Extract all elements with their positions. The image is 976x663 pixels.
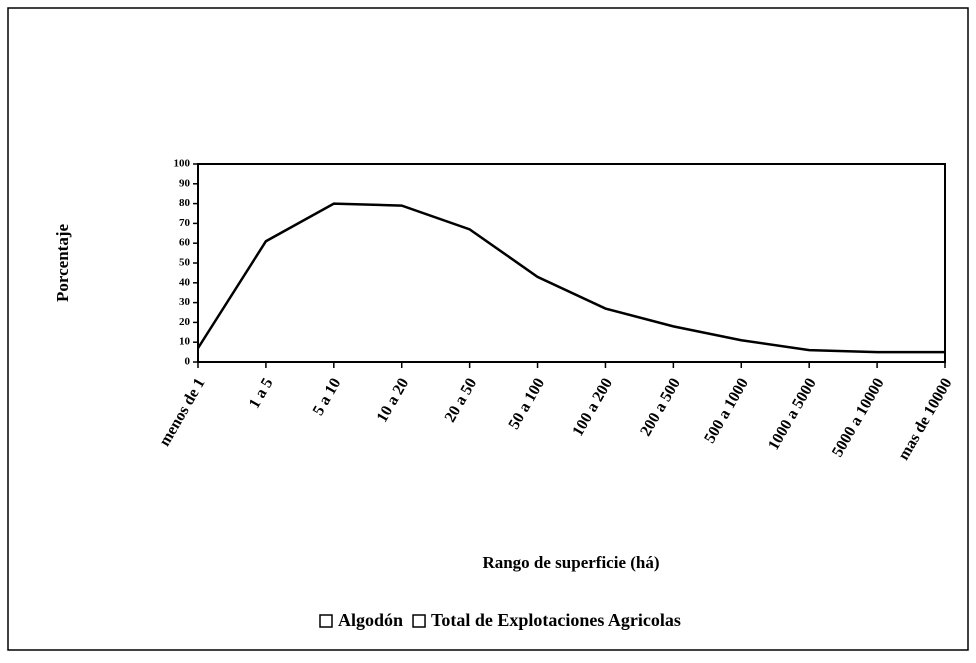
legend-swatch <box>319 614 333 628</box>
legend-label: Total de Explotaciones Agricolas <box>431 610 681 630</box>
y-tick-label: 80 <box>179 197 191 209</box>
legend: Algodón Total de Explotaciones Agricolas <box>319 610 681 630</box>
y-tick-label: 20 <box>179 316 191 328</box>
y-tick-label: 90 <box>179 177 191 189</box>
y-axis-title: Porcentaje <box>53 224 72 302</box>
x-axis-title: Rango de superficie (há) <box>482 553 659 572</box>
legend-label: Algodón <box>338 610 403 630</box>
y-tick-label: 0 <box>185 356 191 368</box>
y-tick-label: 10 <box>179 336 191 348</box>
y-tick-label: 50 <box>179 257 191 269</box>
y-tick-label: 70 <box>179 217 191 229</box>
y-tick-label: 30 <box>179 296 191 308</box>
y-tick-label: 60 <box>179 237 191 249</box>
y-tick-label: 40 <box>179 276 191 288</box>
plot-frame <box>197 163 946 363</box>
legend-swatch <box>412 614 426 628</box>
y-tick-label: 100 <box>174 158 191 170</box>
data-line <box>196 202 945 354</box>
